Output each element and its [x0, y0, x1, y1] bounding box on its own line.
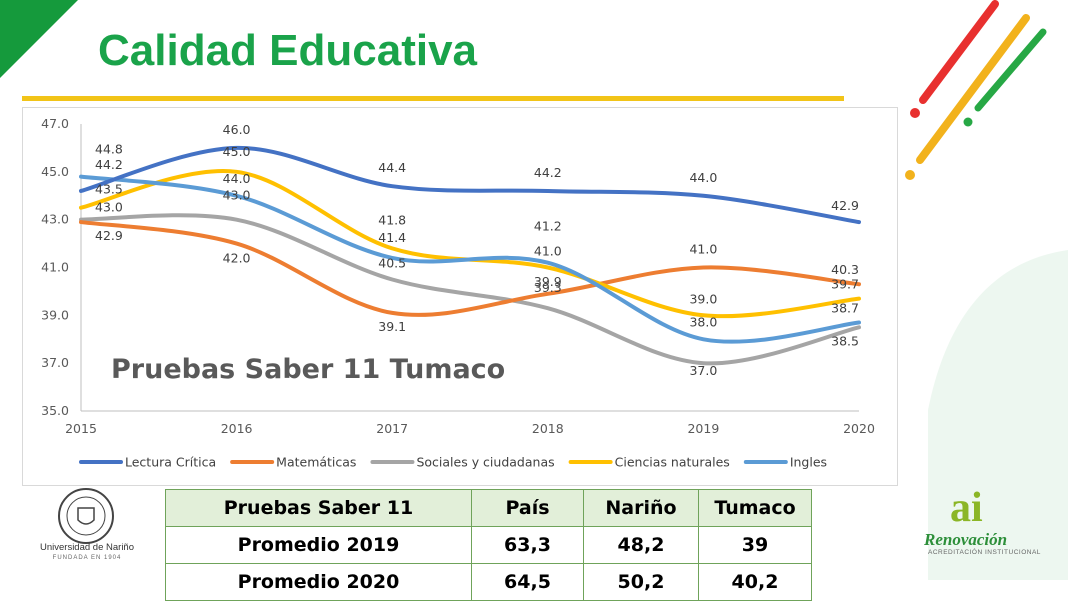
legend-entry: Lectura Crítica [125, 455, 216, 470]
table-row: Promedio 2020 64,5 50,2 40,2 [165, 563, 812, 601]
data-label: 40.3 [831, 262, 859, 277]
y-tick-label: 45.0 [41, 164, 69, 179]
page-title: Calidad Educativa [98, 26, 478, 75]
series-line [79, 174, 861, 344]
watermark-shape [928, 250, 1068, 580]
data-label: 41.0 [689, 242, 717, 257]
table-cell: Promedio 2019 [165, 526, 472, 564]
table-header-cell: Pruebas Saber 11 [165, 489, 472, 527]
x-tick-label: 2015 [65, 421, 97, 436]
table-cell: 64,5 [471, 563, 584, 601]
chart-container: 35.0 37.0 39.0 41.0 43.0 45.0 47.0 2015 2016 201… [22, 107, 898, 486]
line-chart: 35.037.039.041.043.045.047.0 2015 2016 201… [41, 116, 875, 470]
series-line [79, 220, 861, 317]
series-lines [79, 145, 861, 366]
data-label: 43.5 [95, 182, 123, 197]
x-axis: 2015 2016 2017 2018 2019 2020 [65, 410, 875, 436]
data-label: 44.0 [689, 170, 717, 185]
universidad-name: Universidad de Nariño [40, 542, 134, 553]
data-label: 45.0 [223, 144, 251, 159]
renovacion-logo: ai Renovación ACREDITACIÓN INSTITUCIONAL [918, 485, 1048, 580]
decorative-stripes [905, 0, 1047, 180]
data-label: 41.8 [378, 212, 406, 227]
table-cell: 48,2 [583, 526, 699, 564]
data-label: 43.0 [223, 188, 251, 203]
legend-entry: Ciencias naturales [615, 455, 730, 470]
renovacion-name: Renovación [924, 530, 1008, 549]
corner-triangle [0, 0, 78, 78]
series-line [79, 213, 861, 366]
title-underline [22, 96, 844, 101]
table-header-cell: Nariño [583, 489, 699, 527]
data-label: 41.4 [378, 230, 406, 245]
data-label: 39.7 [831, 277, 859, 292]
data-labels: 44.2 46.0 44.4 44.2 44.0 42.9 42.9 42.0 39.1 39.9… [95, 122, 859, 378]
universidad-founded: FUNDADA EN 1904 [52, 555, 122, 561]
series-line [79, 145, 861, 225]
seal-icon [58, 488, 114, 544]
results-table: Pruebas Saber 11 País Nariño Tumaco Prom… [165, 489, 812, 601]
data-label: 44.8 [95, 142, 123, 157]
ai-mark: ai [950, 485, 983, 531]
x-tick-label: 2016 [221, 421, 253, 436]
table-cell: Promedio 2020 [165, 563, 472, 601]
data-label: 39.3 [534, 280, 562, 295]
data-label: 42.9 [831, 198, 859, 213]
y-tick-label: 41.0 [41, 260, 69, 275]
x-tick-label: 2019 [687, 421, 719, 436]
y-tick-label: 35.0 [41, 403, 69, 418]
x-tick-label: 2018 [532, 421, 564, 436]
data-label: 43.0 [95, 200, 123, 215]
table-header-cell: Tumaco [698, 489, 812, 527]
table-row: Promedio 2019 63,3 48,2 39 [165, 526, 812, 564]
table-header-cell: País [471, 489, 584, 527]
legend-entry: Ingles [790, 455, 827, 470]
table-cell: 39 [698, 526, 812, 564]
y-tick-label: 37.0 [41, 355, 69, 370]
y-tick-label: 43.0 [41, 212, 69, 227]
data-label: 41.0 [534, 244, 562, 259]
y-axis: 35.0 37.0 39.0 41.0 43.0 45.0 47.0 [41, 116, 82, 418]
table-header-row: Pruebas Saber 11 País Nariño Tumaco [165, 489, 812, 527]
data-label: 38.0 [689, 314, 717, 329]
data-label: 44.2 [534, 165, 562, 180]
data-label: 42.9 [95, 228, 123, 243]
data-label: 44.2 [95, 157, 123, 172]
legend-entry: Sociales y ciudadanas [416, 455, 554, 470]
y-tick-label: 47.0 [41, 116, 69, 131]
y-tick-label: 39.0 [41, 307, 69, 322]
data-label: 38.7 [831, 301, 859, 316]
table-cell: 63,3 [471, 526, 584, 564]
data-label: 38.5 [831, 333, 859, 348]
data-label: 39.9 [534, 274, 562, 289]
chart-legend: Lectura Crítica Matemáticas Sociales y ciu… [79, 455, 827, 470]
table-cell: 50,2 [583, 563, 699, 601]
data-label: 39.1 [378, 319, 406, 334]
data-label: 44.0 [223, 171, 251, 186]
chart-title: Pruebas Saber 11 Tumaco [111, 354, 505, 385]
universidad-logo: Universidad de Nariño FUNDADA EN 1904 [22, 486, 152, 580]
data-label: 39.0 [689, 291, 717, 306]
legend-entry: Matemáticas [276, 455, 356, 470]
data-label: 40.5 [378, 255, 406, 270]
table-cell: 40,2 [698, 563, 812, 601]
data-label: 41.2 [534, 219, 562, 234]
x-tick-label: 2020 [843, 421, 875, 436]
data-label: 46.0 [223, 122, 251, 137]
data-label: 42.0 [223, 251, 251, 266]
data-label: 44.4 [378, 160, 406, 175]
acreditacion-text: ACREDITACIÓN INSTITUCIONAL [928, 549, 1041, 556]
x-tick-label: 2017 [376, 421, 408, 436]
data-label: 37.0 [689, 363, 717, 378]
